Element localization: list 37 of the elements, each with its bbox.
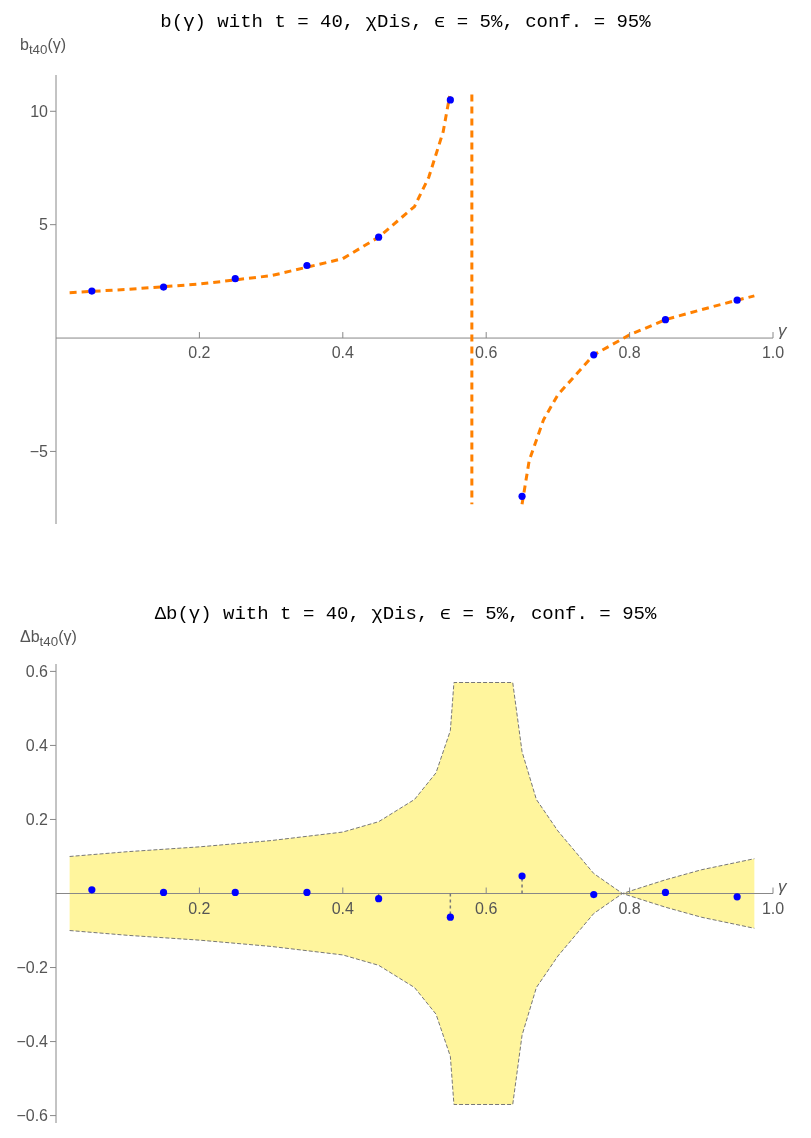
- y-tick-label: −0.6: [16, 1107, 49, 1125]
- point: [159, 283, 168, 291]
- y-tick-label: 0.6: [25, 663, 49, 681]
- point: [231, 275, 239, 283]
- x-tick-label: 0.6: [475, 899, 498, 917]
- point: [518, 492, 526, 500]
- y-tick-label: 0.4: [25, 737, 49, 755]
- point: [375, 233, 383, 241]
- y-tick-label: 0.2: [25, 811, 49, 829]
- y-axis-title: Δb$_{t40}$(γ): [19, 628, 78, 652]
- point: [518, 872, 526, 880]
- point: [590, 351, 598, 359]
- x-tick-label: 0.8: [618, 344, 641, 362]
- x-tick-label: 0.4: [331, 899, 355, 917]
- x-tick-label: 0.2: [188, 344, 211, 362]
- x-axis-title: γ: [778, 321, 788, 341]
- x-tick-label: 0.2: [188, 899, 211, 917]
- chart-title: Δb(γ) with t = 40, χDis, ϵ = 5%, conf. = 95%: [153, 602, 658, 627]
- x-tick-label: 0.6: [475, 344, 498, 362]
- x-tick-label: 0.8: [618, 899, 641, 917]
- x-tick-label: 1.0: [761, 899, 785, 917]
- point: [446, 96, 454, 104]
- point: [303, 261, 311, 270]
- y-axis-title: b$_{t40}$(γ): [19, 36, 68, 60]
- chart-title: b(γ) with t = 40, χDis, ϵ = 5%, conf. = 95%: [159, 10, 652, 35]
- x-tick-label: 0.4: [331, 344, 355, 362]
- y-tick-label: −0.2: [16, 959, 49, 977]
- point: [733, 296, 741, 304]
- x-axis-title: γ: [778, 876, 788, 896]
- y-tick-label: −5: [29, 443, 49, 461]
- point: [88, 287, 96, 295]
- point: [446, 913, 454, 921]
- point: [661, 316, 670, 324]
- y-tick-label: −0.4: [16, 1033, 49, 1051]
- x-tick-label: 1.0: [761, 344, 785, 362]
- y-tick-label: 10: [30, 102, 49, 120]
- y-tick-label: 5: [39, 216, 49, 234]
